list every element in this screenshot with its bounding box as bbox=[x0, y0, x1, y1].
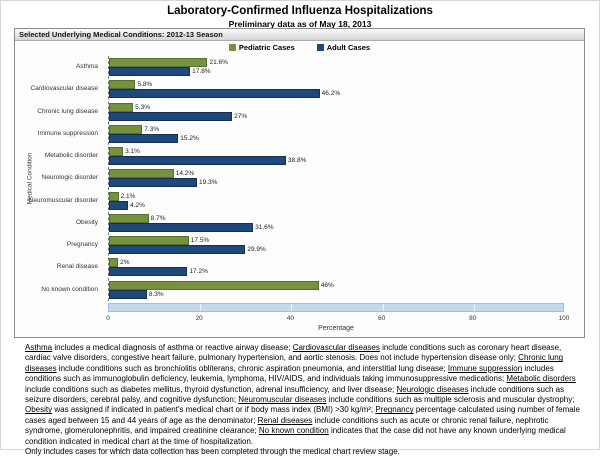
footnote-term: Neuromuscular diseases bbox=[238, 395, 327, 405]
category-label: Chronic lung disease bbox=[37, 107, 98, 115]
adult-value-label: 4.2% bbox=[130, 201, 145, 209]
adult-bar bbox=[109, 89, 320, 99]
legend-label-adult: Adult Cases bbox=[326, 43, 371, 52]
footnote-closing: Only includes cases for which data colle… bbox=[25, 447, 400, 457]
footnote: Asthma includes a medical diagnosis of a… bbox=[25, 343, 582, 457]
adult-value-label: 27% bbox=[234, 112, 248, 120]
legend-item-pediatric: Pediatric Cases bbox=[228, 43, 295, 52]
footnote-term: No known condition bbox=[258, 426, 329, 436]
scrollbar-separator bbox=[200, 304, 202, 311]
x-tick-label: 20 bbox=[195, 315, 203, 322]
category-label: No known condition bbox=[41, 285, 98, 293]
pediatric-bar bbox=[109, 80, 136, 90]
pediatric-bar bbox=[109, 258, 119, 268]
adult-swatch-icon bbox=[316, 44, 324, 51]
adult-value-label: 8.3% bbox=[148, 290, 164, 298]
pediatric-value-label: 21.6% bbox=[209, 59, 228, 66]
plot-area: 21.6% 17.8% 5.8% 46.2% 5.3% 27% 7.3% 15.2% 3.1% 3… bbox=[108, 56, 565, 301]
footnote-term: Asthma bbox=[25, 343, 53, 352]
scrollbar-separator bbox=[382, 304, 384, 311]
pediatric-value-label: 14.2% bbox=[175, 170, 195, 178]
pediatric-value-label: 2% bbox=[120, 259, 130, 267]
category-label: Asthma bbox=[75, 63, 98, 70]
adult-value-label: 31.6% bbox=[255, 223, 274, 231]
category-label: Neurologic disorder bbox=[41, 174, 98, 182]
adult-bar bbox=[109, 156, 286, 166]
pediatric-bar bbox=[109, 169, 174, 179]
x-axis-scrollbar[interactable] bbox=[108, 303, 564, 312]
legend-item-adult: Adult Cases bbox=[316, 43, 371, 52]
pediatric-bar bbox=[109, 280, 319, 290]
pediatric-value-label: 46% bbox=[320, 281, 334, 289]
pediatric-swatch-icon bbox=[228, 44, 236, 51]
category-label: Renal disease bbox=[56, 263, 98, 271]
adult-bar bbox=[109, 289, 147, 299]
panel-header: Selected Underlying Medical Conditions: … bbox=[15, 29, 584, 41]
chart-area: Medical Condition Asthma Cardiovascular d… bbox=[15, 56, 584, 301]
x-axis-ticks: 0 20 40 60 80 100 bbox=[106, 315, 569, 323]
pediatric-bar bbox=[109, 147, 124, 157]
footnote-term: Pregnancy bbox=[375, 405, 414, 415]
pediatric-value-label: 7.3% bbox=[144, 125, 160, 133]
chart-panel: Selected Underlying Medical Conditions: … bbox=[14, 28, 585, 338]
pediatric-value-label: 17.5% bbox=[190, 237, 210, 245]
adult-bar bbox=[109, 67, 191, 76]
adult-value-label: 17.2% bbox=[189, 268, 208, 276]
pediatric-bar bbox=[109, 236, 189, 246]
footnote-term: Immune suppression bbox=[447, 363, 523, 373]
legend-label-pediatric: Pediatric Cases bbox=[238, 43, 295, 52]
adult-value-label: 15.2% bbox=[180, 134, 199, 142]
footnote-term: Obesity bbox=[25, 405, 53, 415]
category-label: Obesity bbox=[75, 218, 98, 226]
adult-bar bbox=[109, 245, 246, 255]
category-label: Cardiovascular disease bbox=[30, 85, 98, 93]
pediatric-value-label: 5.8% bbox=[137, 81, 153, 89]
adult-value-label: 46.2% bbox=[321, 90, 341, 98]
pediatric-value-label: 3.1% bbox=[125, 148, 140, 156]
footnote-term: Renal diseases bbox=[257, 415, 313, 425]
category-label: Neuromuscular disorder bbox=[28, 196, 98, 204]
footnote-definitions: Asthma includes a medical diagnosis of a… bbox=[25, 343, 580, 446]
x-axis-title: Percentage bbox=[318, 325, 354, 332]
footnote-term: Chronic lung diseases bbox=[25, 353, 564, 373]
adult-value-label: 29.9% bbox=[247, 246, 266, 254]
pediatric-bar bbox=[109, 213, 149, 223]
pediatric-value-label: 8.7% bbox=[150, 214, 166, 222]
x-tick-label: 60 bbox=[377, 315, 386, 322]
adult-bar bbox=[109, 222, 254, 232]
pediatric-bar bbox=[109, 191, 119, 201]
adult-bar bbox=[109, 133, 179, 143]
page-subtitle: Preliminary data as of May 18, 2013 bbox=[228, 19, 372, 29]
footnote-term: Neurologic diseases bbox=[396, 384, 469, 394]
scrollbar-separator bbox=[473, 304, 475, 311]
category-label: Pregnancy bbox=[66, 241, 98, 249]
category-axis: Asthma Cardiovascular disease Chronic lung… bbox=[15, 56, 103, 301]
adult-bar bbox=[109, 178, 197, 188]
pediatric-bar bbox=[109, 58, 208, 67]
pediatric-value-label: 2.1% bbox=[120, 192, 136, 200]
adult-value-label: 19.3% bbox=[199, 179, 218, 187]
chart-legend: Pediatric Cases Adult Cases bbox=[15, 43, 584, 52]
category-label: Metabolic disorder bbox=[44, 152, 98, 160]
x-tick-label: 0 bbox=[106, 315, 110, 322]
adult-bar bbox=[109, 111, 233, 121]
footnote-term: Cardiovascular diseases bbox=[292, 343, 380, 352]
adult-value-label: 38.8% bbox=[287, 157, 307, 165]
x-tick-label: 100 bbox=[558, 315, 570, 322]
footnote-term: Metabolic disorders bbox=[506, 374, 576, 384]
pediatric-bar bbox=[109, 102, 134, 112]
adult-bar bbox=[109, 200, 129, 210]
x-tick-label: 40 bbox=[286, 315, 295, 322]
x-tick-label: 80 bbox=[469, 315, 477, 322]
scrollbar-separator bbox=[291, 304, 293, 311]
adult-value-label: 17.8% bbox=[192, 68, 211, 75]
category-label: Immune suppression bbox=[37, 129, 98, 137]
adult-bar bbox=[109, 267, 188, 277]
page-title: Laboratory-Confirmed Influenza Hospitali… bbox=[167, 5, 433, 17]
pediatric-value-label: 5.3% bbox=[135, 103, 150, 111]
pediatric-bar bbox=[109, 124, 143, 134]
